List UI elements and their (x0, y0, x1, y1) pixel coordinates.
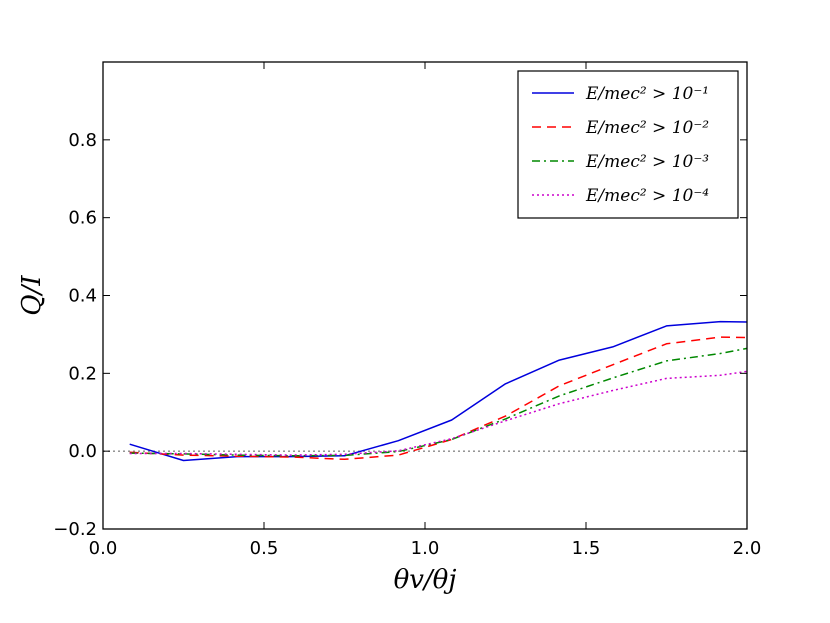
legend-label-2: E/mec² > 10⁻² (585, 118, 709, 138)
y-tick-label: 0.0 (68, 441, 97, 462)
legend-label-1: E/mec² > 10⁻¹ (585, 84, 709, 104)
legend-box (517, 70, 739, 219)
y-tick-label: 0.8 (68, 130, 97, 151)
x-axis-label: θv/θj (394, 565, 457, 595)
ticks-layer: 0.0 0.5 1.0 1.5 2.0−0.20.00.20.40.60.8 (53, 62, 761, 559)
x-tick-label: 2.0 (733, 538, 762, 559)
legend-label-3: E/mec² > 10⁻³ (585, 152, 709, 172)
y-tick-label: 0.6 (68, 208, 97, 229)
y-tick-label: −0.2 (53, 519, 97, 540)
series-line-2 (129, 336, 748, 461)
legend-items: E/mec² > 10⁻¹ E/mec² > 10⁻² E/mec² > 10⁻³ E… (532, 84, 709, 206)
y-tick-label: 0.2 (68, 363, 97, 384)
y-tick-label: 0.4 (68, 286, 97, 307)
series-line-3 (129, 347, 748, 457)
legend-label-4: E/mec² > 10⁻⁴ (585, 186, 709, 206)
x-tick-label: 1.0 (411, 538, 440, 559)
series-line-1 (129, 320, 748, 462)
series-layer (129, 320, 748, 462)
y-axis-label: Q/I (17, 275, 47, 316)
x-tick-label: 0.0 (89, 538, 118, 559)
legend: E/mec² > 10⁻¹ E/mec² > 10⁻² E/mec² > 10⁻³ E… (517, 70, 739, 219)
x-tick-label: 1.5 (572, 538, 601, 559)
series-line-4 (129, 370, 748, 456)
x-tick-label: 0.5 (250, 538, 279, 559)
